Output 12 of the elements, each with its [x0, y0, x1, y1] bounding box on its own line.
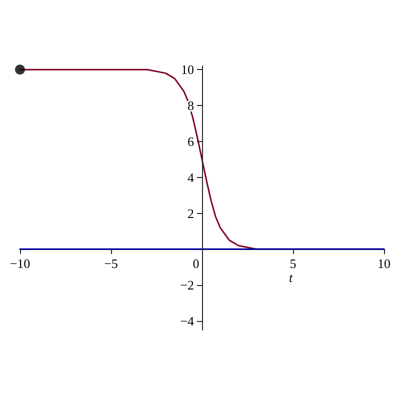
x-tick-label: −10: [10, 256, 30, 272]
y-tick-label: 4: [188, 170, 194, 185]
y-tick-label: 2: [188, 206, 194, 221]
y-tick-label: −2: [180, 278, 194, 293]
x-axis-title: t: [289, 270, 293, 286]
x-tick-label: 5: [290, 256, 296, 272]
x-tick-label: 0: [192, 256, 200, 272]
x-tick-label: 10: [378, 256, 390, 272]
y-tick-label: 10: [181, 62, 194, 78]
y-tick-label: 6: [188, 134, 194, 149]
x-tick-label: −5: [104, 256, 118, 272]
y-tick-label: −4: [180, 314, 194, 329]
